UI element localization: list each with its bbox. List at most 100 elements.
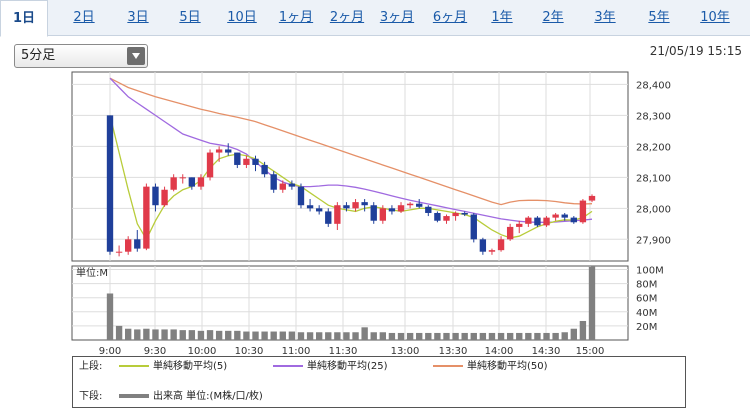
- candle: [170, 177, 177, 190]
- candle: [106, 115, 114, 252]
- volume-tick-label: 80M: [636, 280, 657, 291]
- candle: [343, 205, 350, 209]
- candle: [425, 206, 432, 213]
- period-tabbar: 1日 2日 3日 5日 10日 1ヶ月 2ヶ月 3ヶ月 6ヶ月 1年 2年 3年 5年 10年: [0, 0, 750, 37]
- volume-bar: [416, 332, 423, 340]
- tab-14[interactable]: 10年: [700, 10, 730, 25]
- x-tick-label: 10:00: [188, 346, 217, 357]
- volume-bar: [552, 332, 559, 340]
- candle: [388, 208, 396, 212]
- tab-6[interactable]: 1ヶ月: [278, 10, 314, 25]
- candle: [188, 177, 196, 187]
- tab-9[interactable]: 6ヶ月: [432, 10, 468, 25]
- volume-tick-label: 20M: [636, 322, 657, 333]
- candle: [243, 158, 250, 165]
- volume-bar: [443, 332, 450, 340]
- candle: [379, 208, 387, 221]
- volume-bar: [225, 330, 232, 340]
- candle: [161, 189, 168, 206]
- volume-bar: [425, 332, 432, 340]
- candle: [279, 183, 286, 190]
- volume-bar: [215, 330, 223, 340]
- tab-1[interactable]: 1日: [0, 0, 48, 37]
- volume-bar: [352, 332, 359, 340]
- tab-5[interactable]: 10日: [227, 10, 257, 25]
- volume-bar: [179, 330, 186, 340]
- x-tick-label: 9:00: [99, 346, 121, 357]
- x-tick-label: 14:00: [485, 346, 514, 357]
- volume-bar: [379, 332, 387, 340]
- volume-bar: [461, 332, 468, 340]
- tab-2[interactable]: 2日: [73, 10, 95, 25]
- price-tick-label: 28,200: [636, 142, 671, 153]
- candle: [306, 205, 314, 209]
- tab-11[interactable]: 2年: [542, 10, 564, 25]
- legend-volume-label: 出来高 単位:(M株/口/枚): [153, 391, 263, 402]
- chart-datetime: 21/05/19 15:15: [649, 44, 742, 58]
- interval-select-value: 5分足: [21, 48, 56, 63]
- candle: [325, 211, 332, 224]
- volume-bar: [397, 332, 405, 340]
- candle: [352, 202, 359, 209]
- volume-bar: [252, 331, 259, 340]
- tab-3[interactable]: 3日: [127, 10, 149, 25]
- candle: [370, 205, 377, 221]
- volume-bar: [306, 332, 314, 340]
- tab-10[interactable]: 1年: [491, 10, 513, 25]
- candle: [288, 183, 296, 187]
- price-tick-label: 28,000: [636, 204, 671, 215]
- legend-ma5-swatch: [119, 365, 149, 367]
- candle: [416, 203, 423, 207]
- interval-select[interactable]: 5分足: [14, 44, 148, 68]
- legend-volume: 出来高 単位:(M株/口/枚): [119, 390, 263, 404]
- legend-ma5: 単純移動平均(5): [119, 360, 227, 374]
- tab-4[interactable]: 5日: [179, 10, 201, 25]
- volume-bar: [288, 331, 296, 340]
- candle: [434, 212, 441, 221]
- volume-bar: [434, 332, 441, 340]
- tab-13[interactable]: 5年: [648, 10, 670, 25]
- candle: [561, 214, 568, 218]
- candle: [334, 205, 341, 224]
- volume-bar: [543, 332, 550, 340]
- chart-legend: 上段: 単純移動平均(5) 単純移動平均(25) 単純移動平均(50) 下段: …: [72, 356, 686, 408]
- candle: [225, 149, 232, 153]
- volume-bar: [170, 329, 177, 340]
- legend-ma5-label: 単純移動平均(5): [153, 361, 228, 372]
- candle: [206, 152, 214, 178]
- price-tick-label: 28,300: [636, 111, 671, 122]
- legend-ma25-label: 単純移動平均(25): [307, 361, 388, 372]
- volume-bar: [115, 325, 123, 340]
- x-tick-label: 9:30: [144, 346, 166, 357]
- x-tick-label: 11:00: [282, 346, 311, 357]
- volume-bar: [579, 320, 587, 340]
- legend-ma50: 単純移動平均(50): [433, 360, 548, 374]
- volume-bar: [488, 332, 496, 340]
- price-panel: [71, 71, 629, 262]
- legend-volume-swatch: [119, 394, 149, 398]
- candle: [270, 174, 277, 190]
- candle: [179, 177, 186, 179]
- volume-bar: [297, 332, 305, 340]
- x-tick-label: 10:30: [235, 346, 264, 357]
- tab-12[interactable]: 3年: [594, 10, 616, 25]
- x-tick-label: 13:30: [439, 346, 468, 357]
- candle: [497, 239, 505, 251]
- legend-ma50-label: 単純移動平均(50): [467, 361, 548, 372]
- volume-bar: [106, 293, 114, 340]
- volume-bar: [343, 332, 350, 340]
- chevron-down-icon[interactable]: [127, 47, 145, 65]
- volume-bar: [470, 332, 477, 340]
- x-tick-label: 11:30: [329, 346, 358, 357]
- tab-7[interactable]: 2ヶ月: [329, 10, 365, 25]
- volume-bar: [188, 330, 196, 340]
- volume-bar: [143, 328, 150, 340]
- volume-bar: [243, 331, 250, 340]
- volume-bar: [125, 328, 132, 340]
- tab-8[interactable]: 3ヶ月: [379, 10, 415, 25]
- candle: [479, 239, 487, 252]
- candle: [261, 164, 268, 175]
- legend-ma25-swatch: [273, 365, 303, 367]
- candle: [552, 214, 559, 218]
- volume-bar: [270, 331, 277, 340]
